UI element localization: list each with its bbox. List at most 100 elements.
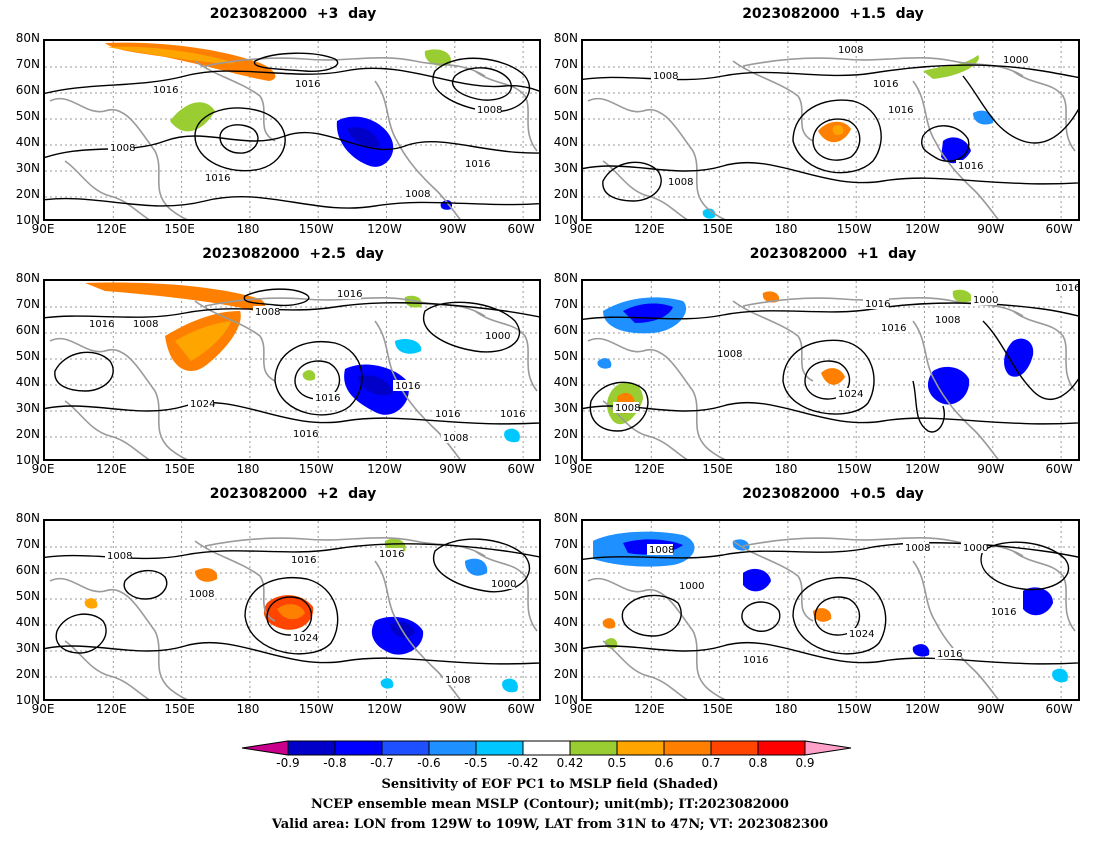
lat-tick-label: 60N xyxy=(15,83,40,97)
sensitivity-shading xyxy=(85,282,520,443)
map-panel-2: 1008 1008 1000 1016 1016 1016 1008 xyxy=(581,39,1080,221)
lon-tick-label: 120E xyxy=(96,702,127,716)
lat-tick-label: 10N xyxy=(553,693,578,707)
contour-labels: 1008 1000 1008 1000 1016 1024 1016 1016 xyxy=(647,542,1016,666)
coastlines xyxy=(49,537,538,699)
lon-tick-label: 90W xyxy=(977,462,1005,476)
colorbar-label: 0.5 xyxy=(607,756,627,770)
colorbar-swatch xyxy=(381,740,430,756)
lon-tick-label: 120E xyxy=(634,222,665,236)
lat-tick-label: 30N xyxy=(15,401,40,415)
map-panel-3: 1016 1008 1008 1016 1000 1016 1024 1016 1016 1016… xyxy=(43,279,541,461)
lon-tick-label: 180 xyxy=(236,222,260,236)
colorbar xyxy=(241,740,852,756)
mslp-contours xyxy=(45,52,539,209)
lat-tick-label: 70N xyxy=(553,297,578,311)
colorbar-label: -0.7 xyxy=(370,756,394,770)
lon-tick-label: 150W xyxy=(836,462,872,476)
contour-label: 1008 xyxy=(189,589,214,600)
lat-tick-label: 80N xyxy=(553,511,578,525)
contour-label: 1024 xyxy=(293,633,318,644)
lon-tick-label: 90E xyxy=(31,702,55,716)
colorbar-label: -0.5 xyxy=(464,756,488,770)
contour-label: 1024 xyxy=(190,399,215,410)
contour-label: 1008 xyxy=(405,189,430,200)
lon-tick-label: 180 xyxy=(236,462,260,476)
colorbar-swatch xyxy=(287,740,336,756)
colorbar-label: 0.8 xyxy=(748,756,768,770)
lon-tick-label: 120W xyxy=(905,222,940,236)
lat-tick-label: 70N xyxy=(15,57,40,71)
lat-tick-label: 20N xyxy=(553,427,578,441)
lon-tick-label: 120E xyxy=(96,222,127,236)
colorbar-swatch xyxy=(663,740,712,756)
lon-tick-label: 150W xyxy=(298,702,334,716)
lon-tick-label: 90W xyxy=(439,222,467,236)
contour-label: 1016 xyxy=(865,299,890,310)
contour-labels: 1016 1008 1008 1016 1000 1016 1024 1016 1016 1016… xyxy=(87,288,525,444)
lat-tick-label: 30N xyxy=(553,641,578,655)
lat-tick-label: 40N xyxy=(553,135,578,149)
lat-tick-label: 20N xyxy=(553,667,578,681)
panel-title-2: 2023082000 +1.5 day xyxy=(742,6,924,22)
contour-label: 1016 xyxy=(958,161,983,172)
lat-tick-label: 80N xyxy=(15,511,40,525)
caption-shading: Sensitivity of EOF PC1 to MSLP field (Sh… xyxy=(381,777,719,792)
lon-tick-label: 90E xyxy=(569,222,593,236)
lat-tick-label: 10N xyxy=(15,213,40,227)
lat-tick-label: 80N xyxy=(553,271,578,285)
lon-tick-label: 120E xyxy=(634,702,665,716)
mslp-contours xyxy=(45,538,539,665)
lon-tick-label: 120E xyxy=(96,462,127,476)
lat-tick-label: 10N xyxy=(15,453,40,467)
contour-label: 1008 xyxy=(717,349,742,360)
colorbar-swatch xyxy=(710,740,759,756)
colorbar-swatch xyxy=(757,740,806,756)
caption-valid-area: Valid area: LON from 129W to 109W, LAT f… xyxy=(271,817,829,832)
contour-label: 1016 xyxy=(153,85,178,96)
contour-label: 1000 xyxy=(491,579,516,590)
lon-tick-label: 180 xyxy=(774,702,798,716)
lat-tick-label: 40N xyxy=(15,375,40,389)
contour-label: 1008 xyxy=(935,315,960,326)
lon-tick-label: 60W xyxy=(507,222,535,236)
lon-tick-label: 150E xyxy=(164,702,195,716)
contour-label: 1016 xyxy=(379,549,404,560)
mslp-contours xyxy=(583,541,1078,665)
lon-tick-label: 120W xyxy=(367,702,402,716)
contour-label: 1016 xyxy=(888,105,913,116)
colorbar-label: -0.8 xyxy=(323,756,347,770)
contour-labels: 1008 1008 1000 1016 1016 1016 1008 xyxy=(651,44,1028,188)
lat-tick-label: 30N xyxy=(15,641,40,655)
contour-label: 1016 xyxy=(337,289,362,300)
lat-tick-label: 30N xyxy=(553,401,578,415)
contour-labels: 1016 1000 1016 1008 1016 1008 1024 1008 xyxy=(613,282,1080,414)
colorbar-label: -0.6 xyxy=(417,756,441,770)
contour-label: 1008 xyxy=(838,45,863,56)
contour-label: 1000 xyxy=(485,331,510,342)
panel-title-4: 2023082000 +1 day xyxy=(749,246,917,262)
lat-tick-label: 30N xyxy=(15,161,40,175)
contour-label: 1008 xyxy=(107,551,132,562)
contour-labels: 1016 1016 1008 1008 1016 1016 1008 xyxy=(108,78,502,200)
panel-title-5: 2023082000 +2 day xyxy=(209,486,377,502)
lat-tick-label: 70N xyxy=(15,297,40,311)
contour-label: 1008 xyxy=(649,545,674,556)
contour-label: 1016 xyxy=(500,409,525,420)
contour-label: 1008 xyxy=(110,143,135,154)
map-canvas: 1008 1000 1008 1000 1016 1024 1016 1016 xyxy=(583,521,1078,699)
contour-label: 1008 xyxy=(905,543,930,554)
colorbar-swatch xyxy=(616,740,665,756)
contour-label: 1016 xyxy=(1055,283,1080,294)
lat-tick-label: 10N xyxy=(553,213,578,227)
lon-tick-label: 180 xyxy=(774,462,798,476)
sensitivity-shading xyxy=(597,289,1034,425)
colorbar-label: 0.42 xyxy=(556,756,584,770)
colorbar-label: 0.6 xyxy=(654,756,674,770)
contour-label: 1016 xyxy=(291,555,316,566)
lat-tick-label: 70N xyxy=(553,57,578,71)
lon-tick-label: 180 xyxy=(236,702,260,716)
contour-label: 1016 xyxy=(465,159,490,170)
panel-title-1: 2023082000 +3 day xyxy=(209,6,377,22)
lat-tick-label: 60N xyxy=(553,563,578,577)
